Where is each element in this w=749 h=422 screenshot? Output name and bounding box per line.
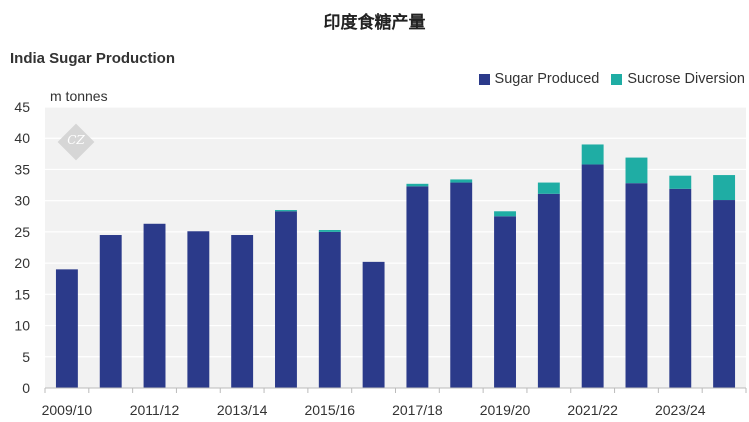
bar-sucrose-diversion-2024-25 (713, 175, 736, 201)
bar-sugar-produced-2009-10 (55, 269, 78, 388)
y-axis: 0 5 10 15 20 25 30 35 40 45 (14, 99, 30, 396)
bar-sugar-produced-2020-21 (537, 193, 560, 388)
x-tick-label: 2009/10 (42, 402, 93, 418)
x-tick-label: 2013/14 (217, 402, 268, 418)
bar-sucrose-diversion-2014-15 (275, 210, 297, 212)
bar-sugar-produced-2017-18 (406, 186, 429, 388)
bar-sugar-produced-2016-17 (362, 261, 385, 388)
logo-text: CZ (67, 133, 85, 147)
x-tick-label: 2011/12 (130, 402, 180, 418)
y-tick-label: 5 (22, 349, 30, 365)
legend-item-sugar-produced: Sugar Produced (478, 71, 600, 87)
y-tick-label: 35 (14, 161, 30, 177)
bar-sugar-produced-2013-14 (231, 235, 254, 388)
legend-swatch-sugar-produced (478, 73, 490, 85)
bar-sugar-produced-2024-25 (713, 200, 736, 388)
bar-sugar-produced-2018-19 (450, 182, 473, 388)
y-tick-label: 15 (14, 286, 30, 302)
x-tick-label: 2019/20 (480, 402, 531, 418)
y-axis-label: m tonnes (50, 88, 108, 104)
bar-sugar-produced-2021-22 (581, 164, 604, 388)
chart-legend: Sugar Produced Sucrose Diversion (467, 71, 745, 87)
legend-swatch-sucrose-diversion (611, 73, 623, 85)
y-tick-label: 30 (14, 193, 30, 209)
bar-sugar-produced-2019-20 (494, 216, 516, 388)
legend-label-sugar-produced: Sugar Produced (494, 71, 600, 87)
bar-sugar-produced-2014-15 (275, 211, 297, 388)
x-tick-label: 2017/18 (392, 402, 443, 418)
bar-sugar-produced-2011-12 (143, 223, 166, 388)
y-tick-label: 45 (14, 99, 30, 115)
bar-sucrose-diversion-2022-23 (625, 157, 648, 184)
y-tick-label: 0 (22, 380, 30, 396)
bar-sucrose-diversion-2017-18 (406, 183, 429, 187)
x-tick-label: 2021/22 (567, 402, 618, 418)
y-tick-label: 20 (14, 255, 30, 271)
bar-sucrose-diversion-2019-20 (494, 211, 516, 217)
bar-sucrose-diversion-2021-22 (581, 144, 604, 165)
bar-sugar-produced-2022-23 (625, 183, 648, 388)
bar-sugar-produced-2012-13 (187, 231, 210, 388)
y-tick-label: 25 (14, 224, 30, 240)
legend-label-sucrose-diversion: Sucrose Diversion (627, 71, 745, 87)
bar-sucrose-diversion-2015-16 (318, 230, 341, 232)
bar-sugar-produced-2015-16 (318, 231, 341, 388)
x-axis: 2009/10 2011/12 2013/14 2015/16 2017/18 2019/… (42, 387, 747, 418)
bars (55, 144, 736, 388)
bar-sugar-produced-2010-11 (99, 235, 122, 388)
bar-sugar-produced-2023-24 (669, 188, 692, 388)
bar-sucrose-diversion-2023-24 (669, 175, 692, 189)
bar-sucrose-diversion-2018-19 (450, 179, 473, 183)
x-tick-label: 2023/24 (655, 402, 706, 418)
bar-sucrose-diversion-2020-21 (537, 182, 560, 194)
y-tick-label: 10 (14, 318, 30, 334)
page-title: 印度食糖产量 (323, 13, 426, 33)
legend-item-sucrose-diversion: Sucrose Diversion (611, 71, 745, 87)
y-tick-label: 40 (14, 130, 30, 146)
chart-title: India Sugar Production (10, 50, 176, 67)
x-tick-label: 2015/16 (304, 402, 355, 418)
